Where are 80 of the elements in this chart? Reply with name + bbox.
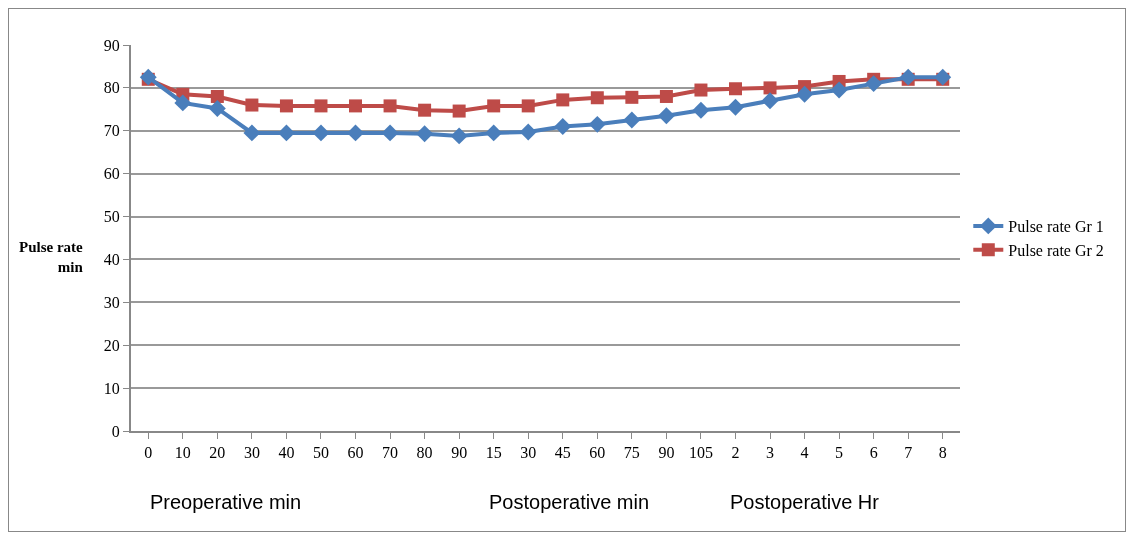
point [657, 107, 675, 125]
x-tick-label: 6 [869, 444, 878, 462]
point [485, 124, 503, 142]
x-tick-label: 80 [416, 444, 433, 462]
y-tick-label: 80 [103, 79, 120, 97]
point [174, 94, 192, 112]
point [312, 124, 330, 142]
point [381, 124, 399, 142]
point [761, 92, 779, 110]
point [830, 81, 848, 99]
point [245, 98, 259, 112]
x-tick-label: 75 [623, 444, 640, 462]
point [349, 99, 363, 113]
x-tick-label: 70 [382, 444, 399, 462]
point [625, 90, 639, 104]
point [347, 124, 364, 142]
x-tick-label: 8 [938, 444, 947, 462]
point [279, 99, 293, 113]
x-tick-label: 10 [174, 444, 191, 462]
y-axis-title: Pulse rate min [19, 239, 84, 275]
y-tick-label: 40 [103, 251, 120, 269]
point [208, 100, 226, 117]
point [727, 98, 744, 116]
text: Preoperative min [150, 491, 302, 513]
x-tick-label: 15 [485, 444, 502, 462]
point [210, 89, 224, 103]
x-tick-label: 40 [278, 444, 295, 462]
point [418, 103, 432, 117]
text: Postoperative min [489, 491, 650, 513]
point [452, 104, 466, 118]
y-tick-label: 90 [103, 36, 120, 54]
point [590, 91, 604, 105]
x-tick-label: 105 [688, 444, 713, 462]
point [899, 68, 917, 86]
y-tick-label: 0 [111, 422, 120, 440]
point [519, 123, 537, 141]
y-tick-label: 10 [103, 379, 120, 397]
x-tick-label: 4 [800, 444, 809, 462]
point [487, 99, 501, 113]
point [659, 89, 673, 103]
x-tick-label: 30 [520, 444, 537, 462]
x-tick-label: 60 [347, 444, 364, 462]
point [728, 82, 742, 96]
y-tick-label: 20 [103, 336, 120, 354]
x-tick-label: 60 [589, 444, 606, 462]
x-tick-label: 20 [209, 444, 226, 462]
x-tick-label: 3 [766, 444, 775, 462]
point [694, 83, 708, 97]
y-tick-label: 30 [103, 293, 120, 311]
point [314, 99, 328, 113]
point [554, 118, 572, 135]
x-tick-label: 50 [312, 444, 329, 462]
x-tick-label: 5 [835, 444, 844, 462]
point [588, 115, 606, 133]
point [450, 127, 468, 145]
point [763, 81, 777, 95]
x-tick-label: 0 [144, 444, 153, 462]
x-tick-label: 2 [731, 444, 740, 462]
point [796, 85, 814, 103]
point [934, 68, 952, 86]
point [623, 111, 641, 129]
point [383, 99, 397, 113]
y-tick-label: 60 [103, 165, 120, 183]
point [692, 101, 710, 119]
x-tick-label: 7 [904, 444, 913, 462]
point [139, 68, 157, 86]
y-tick-label: 70 [103, 122, 120, 140]
x-tick-label: 90 [658, 444, 675, 462]
point [243, 124, 261, 142]
legend-label: Pulse rate Gr 1 [1008, 218, 1104, 236]
point [865, 75, 883, 93]
x-tick-label: 90 [451, 444, 468, 462]
legend-label: Pulse rate Gr 2 [1008, 241, 1104, 259]
y-tick-label: 50 [103, 208, 120, 226]
x-tick-label: 30 [243, 444, 260, 462]
point [416, 125, 434, 143]
point [521, 99, 535, 113]
point [556, 93, 570, 107]
text: Postoperative Hr [730, 491, 880, 513]
x-tick-label: 45 [554, 444, 571, 462]
